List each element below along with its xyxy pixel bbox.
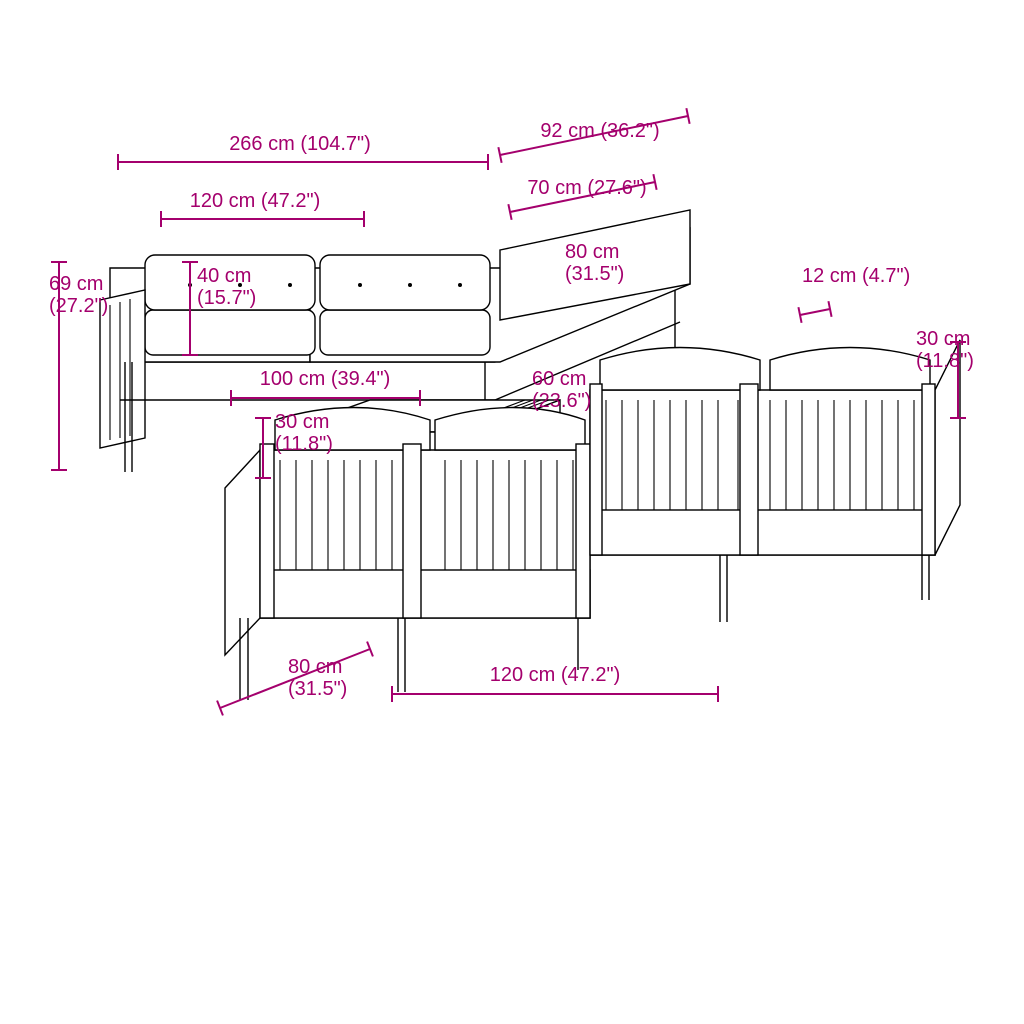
- dim-label-w60: 60 cm(23.6"): [532, 368, 591, 412]
- dim-label-w70: 70 cm (27.6"): [527, 177, 646, 199]
- dim-label-w120b: 120 cm (47.2"): [490, 664, 621, 686]
- dim-label-w12: 12 cm (4.7"): [802, 265, 910, 287]
- dim-label-w120a: 120 cm (47.2"): [190, 190, 321, 212]
- dimension-diagram: 266 cm (104.7") 92 cm (36.2") 120 cm (47.2…: [0, 0, 1024, 1024]
- dim-label-w100: 100 cm (39.4"): [260, 368, 391, 390]
- dim-label-h30m: 30 cm(11.8"): [275, 411, 333, 455]
- dim-label-w80a: 80 cm(31.5"): [565, 241, 624, 285]
- dim-label-w80b: 80 cm(31.5"): [288, 656, 347, 700]
- front-sofa: [225, 340, 960, 700]
- dim-label-h40: 40 cm(15.7"): [197, 265, 256, 309]
- dim-label-w266: 266 cm (104.7"): [229, 133, 371, 155]
- dim-label-w92: 92 cm (36.2"): [540, 120, 659, 142]
- dim-label-h30r: 30 cm(11.8"): [916, 328, 974, 372]
- dim-label-h69: 69 cm(27.2"): [49, 273, 108, 317]
